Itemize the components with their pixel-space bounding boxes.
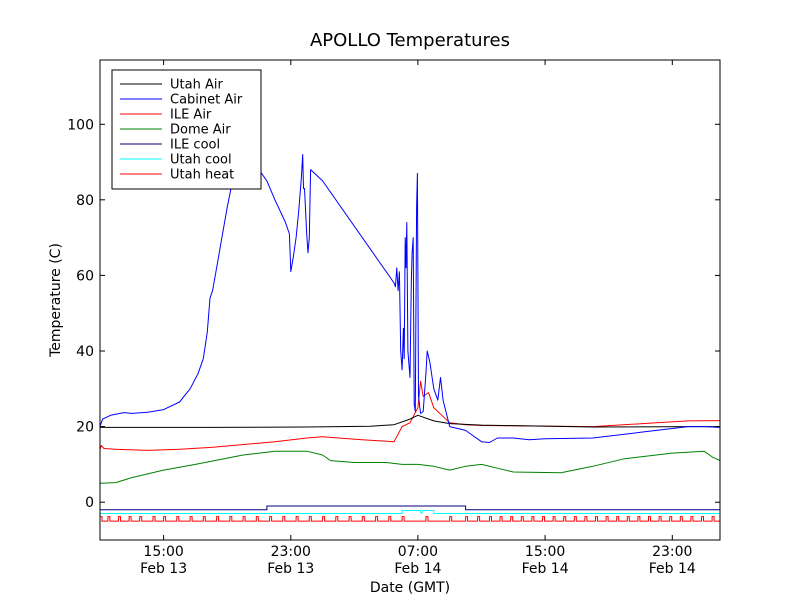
x-axis-label: Date (GMT) — [370, 580, 450, 596]
y-axis-label: Temperature (C) — [48, 243, 64, 358]
series-utah-cool-line — [100, 510, 720, 514]
x-tick-date-label: Feb 14 — [649, 561, 696, 577]
y-tick-label: 100 — [67, 117, 94, 133]
y-tick-label: 80 — [76, 193, 94, 209]
legend-label-cabinet-air: Cabinet Air — [170, 93, 243, 108]
y-tick-label: 0 — [85, 495, 94, 511]
series-utah-heat-line — [100, 516, 720, 522]
x-tick-time-label: 23:00 — [652, 544, 692, 560]
x-tick-date-label: Feb 13 — [267, 561, 314, 577]
series-layer — [100, 154, 720, 522]
x-tick-date-label: Feb 13 — [140, 561, 187, 577]
x-tick-time-label: 07:00 — [398, 544, 438, 560]
plot-frame — [99, 59, 721, 541]
series-dome-air-line — [100, 450, 720, 484]
chart-title: APOLLO Temperatures — [310, 30, 510, 51]
legend-label-utah-air: Utah Air — [170, 78, 223, 93]
legend-label-ile-air: ILE Air — [170, 108, 212, 123]
x-tick-time-label: 15:00 — [525, 544, 565, 560]
x-tick-time-label: 15:00 — [143, 544, 183, 560]
y-tick-label: 20 — [76, 420, 94, 436]
series-utah-air-line — [100, 414, 720, 428]
legend-label-utah-cool: Utah cool — [170, 153, 232, 168]
legend-label-utah-heat: Utah heat — [170, 168, 234, 183]
series-cabinet-air-line — [100, 154, 720, 443]
series-ile-cool-line — [100, 505, 720, 511]
legend-label-ile-cool: ILE cool — [170, 138, 220, 153]
legend-label-dome-air: Dome Air — [170, 123, 231, 138]
y-tick-label: 60 — [76, 268, 94, 284]
x-tick-date-label: Feb 14 — [394, 561, 441, 577]
x-tick-date-label: Feb 14 — [522, 561, 569, 577]
y-tick-label: 40 — [76, 344, 94, 360]
x-tick-time-label: 23:00 — [271, 544, 311, 560]
